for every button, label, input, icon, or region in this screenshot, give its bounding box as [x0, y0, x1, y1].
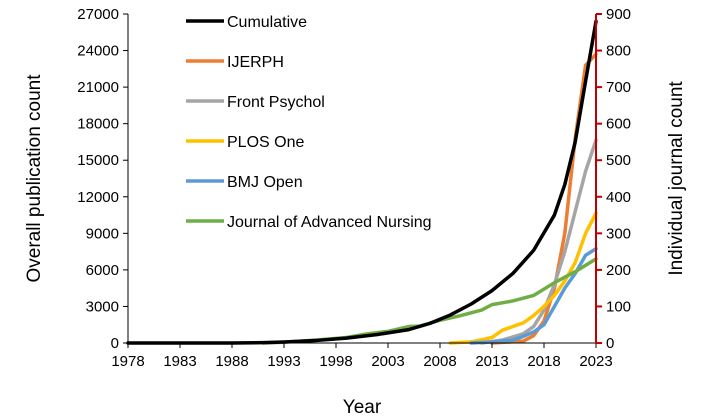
legend-label-ijerph: IJERPH [227, 54, 284, 71]
left-y-tick-label: 6000 [86, 262, 119, 279]
legend-label-cumulative: Cumulative [227, 14, 307, 31]
legend-label-plos-one: PLOS One [227, 134, 304, 151]
right-y-tick-label: 400 [606, 189, 631, 206]
left-y-tick-label: 3000 [86, 298, 119, 315]
left-y-tick-label: 27000 [77, 6, 119, 23]
right-y-tick-label: 700 [606, 79, 631, 96]
series-line-ijerph [490, 52, 598, 345]
x-axis-title: Year [343, 397, 382, 418]
x-tick-label: 1988 [215, 353, 248, 370]
x-tick-label: 1978 [111, 353, 144, 370]
x-tick-label: 2003 [371, 353, 404, 370]
legend-label-bmj-open: BMJ Open [227, 174, 303, 191]
right-y-tick-label: 0 [606, 335, 614, 352]
right-y-tick-label: 500 [606, 152, 631, 169]
axes-layer [127, 14, 597, 344]
x-tick-label: 1993 [267, 353, 300, 370]
series-line-front-psychol [479, 138, 598, 345]
legend: Cumulative IJERPH Front Psychol PLOS One BMJ… [186, 14, 432, 231]
left-y-tick-label: 21000 [77, 79, 119, 96]
left-y-tick-label: 0 [111, 335, 119, 352]
right-y-tick-label: 600 [606, 116, 631, 133]
series-line-bmj-open [469, 246, 598, 345]
right-y-tick-label: 300 [606, 225, 631, 242]
left-y-tick-label: 12000 [77, 189, 119, 206]
x-tick-label: 2008 [423, 353, 456, 370]
x-tick-label: 2018 [527, 353, 560, 370]
series-line-plos-one [448, 211, 598, 345]
left-y-tick-label: 24000 [77, 43, 119, 60]
right-y-tick-label: 900 [606, 6, 631, 23]
legend-label-journal-of-advanced-nursing: Journal of Advanced Nursing [227, 214, 432, 231]
left-y-axis-title: Overall publication count [24, 74, 45, 283]
x-tick-label: 2023 [579, 353, 612, 370]
x-tick-label: 1998 [319, 353, 352, 370]
ticks-layer: 1978 1983 1988 1993 1998 2003 2008 2013 2018 2023… [77, 6, 631, 370]
x-tick-label: 2013 [475, 353, 508, 370]
left-y-tick-label: 15000 [77, 152, 119, 169]
x-tick-label: 1983 [163, 353, 196, 370]
left-y-tick-label: 18000 [77, 116, 119, 133]
right-y-tick-label: 100 [606, 298, 631, 315]
right-y-tick-label: 800 [606, 43, 631, 60]
legend-label-front-psychol: Front Psychol [227, 94, 325, 111]
right-y-tick-label: 200 [606, 262, 631, 279]
left-y-tick-label: 9000 [86, 225, 119, 242]
right-y-axis-title: Individual journal count [666, 81, 687, 276]
